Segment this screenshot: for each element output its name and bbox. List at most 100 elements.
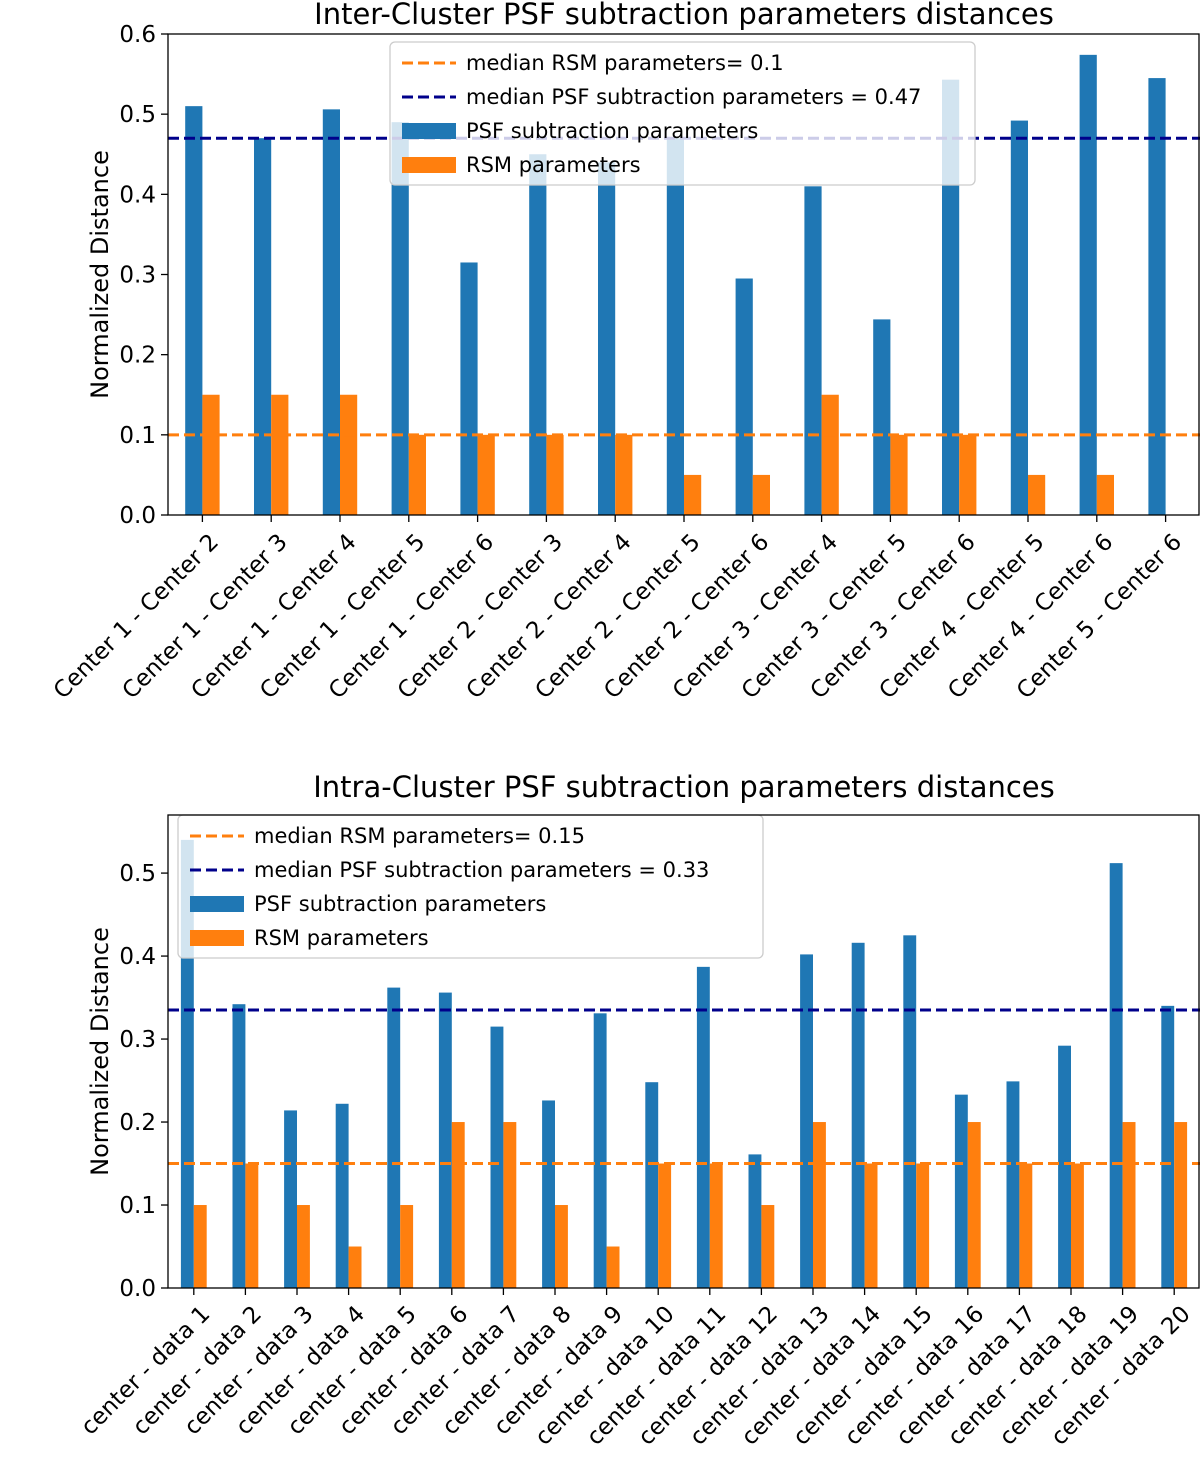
psf-bar xyxy=(490,1026,504,1288)
psf-bar xyxy=(696,966,710,1288)
plot-frame xyxy=(167,814,1200,1289)
rsm-bar xyxy=(967,1122,981,1288)
rsm-bar xyxy=(1019,1163,1033,1288)
rsm-bar xyxy=(202,394,220,515)
psf-bar xyxy=(1058,1045,1071,1288)
y-tick-label: 0.0 xyxy=(119,1276,156,1302)
rsm-bar xyxy=(606,1246,620,1288)
psf-bar xyxy=(804,186,822,516)
rsm-bar xyxy=(1174,1122,1188,1288)
rsm-bar xyxy=(761,1205,775,1288)
y-tick-label: 0.6 xyxy=(119,22,156,48)
rsm-bar xyxy=(408,434,426,515)
psf-bar xyxy=(335,1103,349,1288)
rsm-bar xyxy=(245,1163,259,1288)
y-tick-label: 0.5 xyxy=(119,102,156,128)
psf-bar xyxy=(800,954,813,1288)
legend-psf-label: PSF subtraction parameters xyxy=(254,892,546,916)
psf-bar xyxy=(1109,863,1123,1288)
legend-median-psf-label: median PSF subtraction parameters = 0.47 xyxy=(466,85,921,109)
rsm-bar xyxy=(546,434,564,515)
rsm-bar xyxy=(400,1205,414,1288)
y-tick-label: 0.0 xyxy=(119,503,156,529)
y-tick-label: 0.1 xyxy=(119,1193,156,1219)
rsm-bar xyxy=(615,434,633,515)
rsm-bar xyxy=(890,434,908,515)
psf-bar xyxy=(903,935,917,1288)
legend-rsm-swatch xyxy=(190,930,244,946)
rsm-bar xyxy=(684,474,702,515)
rsm-bar xyxy=(503,1122,517,1288)
rsm-bar xyxy=(959,434,977,515)
rsm-bar xyxy=(271,394,289,515)
rsm-bar xyxy=(297,1205,310,1288)
y-axis-label: Normalized Distance xyxy=(86,150,114,399)
legend: median RSM parameters= 0.15 median PSF su… xyxy=(177,814,764,959)
rsm-bar xyxy=(1122,1122,1136,1288)
psf-bar xyxy=(387,987,401,1288)
rsm-bar xyxy=(1096,474,1114,515)
psf-bar xyxy=(942,79,960,515)
psf-bar xyxy=(598,162,616,515)
legend-median-psf-label: median PSF subtraction parameters = 0.33 xyxy=(254,858,709,882)
y-tick-label: 0.1 xyxy=(119,423,156,449)
legend-rsm-label: RSM parameters xyxy=(466,153,641,177)
rsm-bar xyxy=(813,1122,826,1288)
psf-bar xyxy=(284,1110,297,1288)
psf-bar xyxy=(1010,120,1028,515)
psf-bar xyxy=(748,1154,762,1288)
psf-bar xyxy=(1079,54,1097,516)
rsm-bar xyxy=(348,1246,362,1288)
psf-bar xyxy=(954,1094,968,1288)
y-tick-label: 0.3 xyxy=(119,263,156,289)
legend: median RSM parameters= 0.1 median PSF sub… xyxy=(389,41,976,186)
rsm-bar xyxy=(477,434,495,515)
legend-rsm-swatch xyxy=(402,157,456,173)
rsm-bar xyxy=(1071,1163,1084,1288)
y-tick-label: 0.3 xyxy=(119,1027,156,1053)
psf-bar xyxy=(593,1013,607,1288)
psf-bar xyxy=(438,992,452,1288)
legend-median-rsm-label: median RSM parameters= 0.1 xyxy=(466,51,784,75)
rsm-bar xyxy=(658,1163,672,1288)
rsm-bar xyxy=(340,394,358,515)
psf-bar xyxy=(391,122,409,515)
y-tick-label: 0.5 xyxy=(119,861,156,887)
rsm-bar xyxy=(916,1163,930,1288)
psf-bar xyxy=(322,109,340,516)
legend-rsm-label: RSM parameters xyxy=(254,926,429,950)
legend-box xyxy=(389,41,976,186)
legend-median-rsm-label: median RSM parameters= 0.15 xyxy=(254,824,585,848)
psf-bar xyxy=(1148,78,1166,515)
rsm-bar xyxy=(555,1205,568,1288)
rsm-bar xyxy=(193,1205,207,1288)
legend-psf-swatch xyxy=(190,896,244,912)
psf-bar xyxy=(460,262,478,515)
rsm-bar xyxy=(1028,474,1046,515)
psf-bar xyxy=(851,942,865,1288)
psf-bar xyxy=(1006,1081,1020,1288)
chart-1: Inter-Cluster PSF subtraction parameters… xyxy=(49,0,1200,704)
psf-bar xyxy=(542,1100,555,1288)
y-tick-label: 0.4 xyxy=(119,944,156,970)
psf-bar xyxy=(185,106,203,516)
y-tick-label: 0.4 xyxy=(119,182,156,208)
psf-bar xyxy=(735,278,753,515)
psf-bar xyxy=(666,138,684,515)
rsm-bar xyxy=(821,394,839,515)
rsm-bar xyxy=(709,1163,723,1288)
plot-frame xyxy=(167,33,1200,516)
chart-2: Intra-Cluster PSF subtraction parameters… xyxy=(76,770,1200,1451)
psf-bar xyxy=(232,1004,246,1288)
rsm-bar xyxy=(752,474,770,515)
chart-title: Intra-Cluster PSF subtraction parameters… xyxy=(313,770,1055,804)
psf-bar xyxy=(645,1082,659,1288)
psf-bar xyxy=(254,138,272,515)
legend-psf-label: PSF subtraction parameters xyxy=(466,119,758,143)
legend-psf-swatch xyxy=(402,123,456,139)
psf-bar xyxy=(873,319,891,515)
psf-bar xyxy=(529,154,547,515)
y-tick-label: 0.2 xyxy=(119,343,156,369)
chart-title: Inter-Cluster PSF subtraction parameters… xyxy=(314,0,1054,31)
y-axis-label: Normalized Distance xyxy=(86,927,114,1176)
